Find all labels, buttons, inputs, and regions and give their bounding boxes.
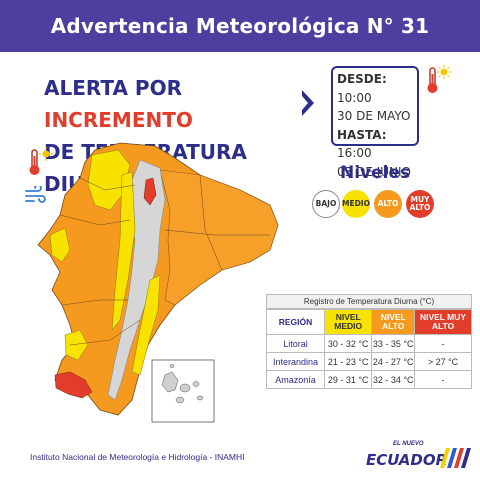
map-medio-zone-1 — [87, 149, 131, 211]
from-date: 30 DE MAYO — [337, 109, 411, 123]
to-date: 03 DE JUNIO — [337, 164, 412, 179]
col-region: REGIÓN — [266, 309, 325, 335]
alert-line1-b: INCREMENTO — [44, 108, 193, 132]
alert-line1-a: ALERTA POR — [44, 76, 182, 100]
row-muy-alto: > 27 °C — [414, 352, 472, 371]
thermometer-sun-icon-left — [29, 147, 53, 175]
wind-icon — [25, 186, 46, 203]
col-alto: NIVEL ALTO — [371, 309, 416, 335]
to-time: 16:00 — [337, 146, 372, 160]
galapagos-islands — [161, 364, 204, 404]
row-medio: 30 - 32 °C — [323, 334, 373, 353]
table-row: Amazonía 29 - 31 °C 32 - 34 °C - — [266, 370, 472, 389]
row-muy-alto: - — [414, 334, 472, 353]
level-bajo: BAJO — [312, 190, 340, 218]
logo-name: ECUADOR — [366, 451, 448, 469]
row-region: Amazonía — [266, 370, 325, 389]
level-medio: MEDIO — [342, 190, 370, 218]
header-title: Advertencia Meteorológica N° 31 — [50, 14, 430, 38]
row-alto: 32 - 34 °C — [371, 370, 416, 389]
flag-stripes-logo — [440, 448, 471, 468]
table-title: Registro de Temperatura Diurna (°C) — [266, 294, 472, 309]
level-muy-alto: MUY ALTO — [406, 190, 434, 218]
row-alto: 33 - 35 °C — [371, 334, 416, 353]
map-highlands — [107, 159, 166, 401]
to-label: HASTA: — [337, 127, 387, 142]
map-medio-zone-5 — [64, 329, 89, 361]
map-province-lines — [59, 174, 270, 346]
map-muy-alto-zone-south — [54, 371, 93, 399]
temperature-table: Registro de Temperatura Diurna (°C) REGI… — [266, 294, 472, 389]
map-medio-zone-3 — [131, 274, 161, 376]
row-alto: 24 - 27 °C — [371, 352, 416, 371]
table-row: Interandina 21 - 23 °C 24 - 27 °C > 27 °… — [266, 352, 472, 371]
row-region: Litoral — [266, 334, 325, 353]
from-time: 10:00 — [337, 90, 372, 105]
col-medio: NIVEL MEDIO — [323, 309, 373, 335]
row-medio: 29 - 31 °C — [323, 370, 373, 389]
logo-tagline: EL NUEVO — [393, 441, 424, 447]
from-label: DESDE: — [337, 72, 387, 86]
levels-title: Niveles — [340, 163, 411, 183]
date-box: DESDE: 10:00 30 DE MAYO HASTA: 16:00 03 … — [331, 66, 419, 179]
col-muy-alto: NIVEL MUY ALTO — [414, 309, 472, 335]
row-medio: 21 - 23 °C — [323, 352, 373, 371]
table-row: Litoral 30 - 32 °C 33 - 35 °C - — [266, 334, 472, 353]
row-region: Interandina — [266, 352, 325, 371]
chevron-right-icon — [302, 90, 314, 116]
map-amazon-region — [159, 169, 279, 306]
page-header: Advertencia Meteorológica N° 31 — [0, 0, 480, 52]
footer-institution: Instituto Nacional de Meteorología e Hid… — [30, 452, 245, 462]
ecuador-map — [37, 142, 279, 423]
thermometer-sun-icon — [427, 65, 451, 93]
row-muy-alto: - — [414, 370, 472, 389]
map-medio-zone-4 — [49, 227, 71, 263]
level-alto: ALTO — [374, 190, 402, 218]
map-muy-alto-zone-north — [143, 177, 157, 206]
map-medio-zone-2 — [111, 171, 136, 331]
